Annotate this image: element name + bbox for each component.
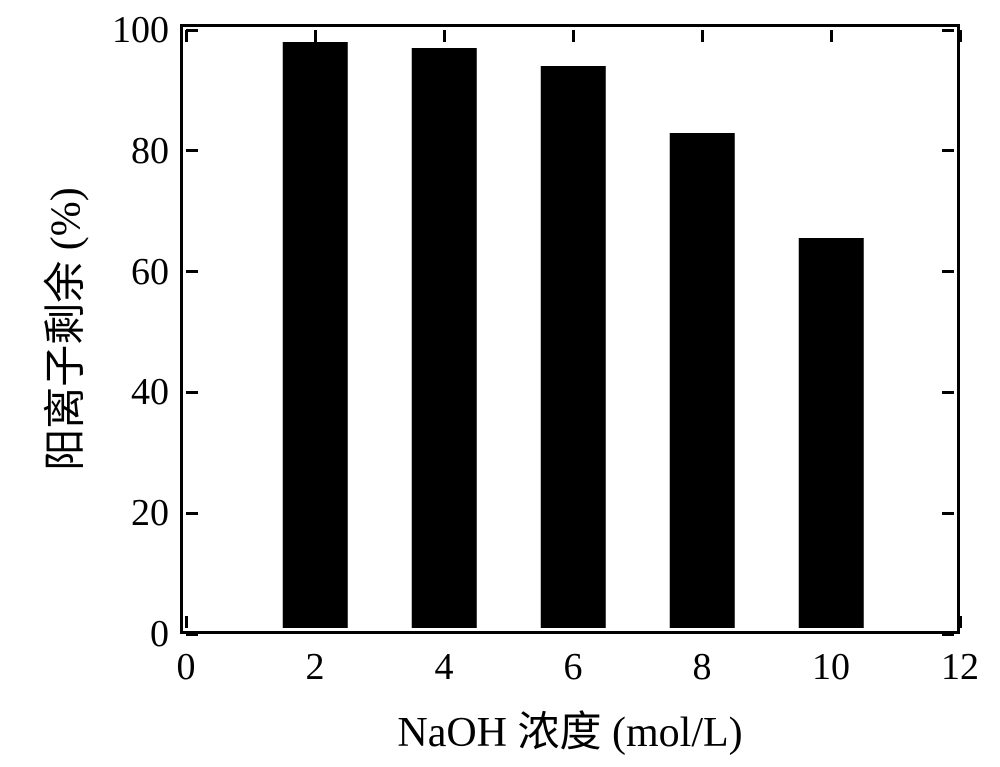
y-tick	[186, 270, 198, 273]
y-tick	[186, 391, 198, 394]
x-tick	[185, 30, 188, 42]
y-tick	[942, 29, 954, 32]
x-tick	[443, 30, 446, 42]
x-tick-label: 12	[941, 631, 979, 689]
y-tick	[942, 149, 954, 152]
y-tick	[942, 270, 954, 273]
y-tick-label: 60	[131, 250, 183, 294]
x-tick-label: 2	[306, 631, 325, 689]
y-tick-label: 40	[131, 370, 183, 414]
x-tick-label: 10	[812, 631, 850, 689]
y-tick-label: 0	[150, 612, 183, 656]
x-tick	[443, 616, 446, 628]
y-tick-label: 80	[131, 129, 183, 173]
y-tick-label: 20	[131, 491, 183, 535]
x-tick	[959, 30, 962, 42]
x-tick-label: 4	[435, 631, 454, 689]
x-tick	[959, 616, 962, 628]
x-tick	[314, 616, 317, 628]
y-tick	[186, 149, 198, 152]
y-axis-label: 阳离子剩余 (%)	[32, 187, 93, 470]
x-tick	[701, 30, 704, 42]
x-tick	[701, 616, 704, 628]
bar	[541, 66, 606, 628]
bar	[799, 238, 864, 628]
y-tick	[942, 512, 954, 515]
x-tick-label: 8	[693, 631, 712, 689]
x-tick	[572, 30, 575, 42]
y-tick	[186, 633, 198, 636]
bar-chart-figure: 024681012020406080100 阳离子剩余 (%) NaOH 浓度 …	[0, 0, 1000, 767]
x-tick	[572, 616, 575, 628]
y-tick	[186, 29, 198, 32]
bar	[283, 42, 348, 628]
plot-area: 024681012020406080100	[180, 24, 960, 634]
x-axis-label: NaOH 浓度 (mol/L)	[397, 698, 742, 759]
y-tick	[942, 391, 954, 394]
y-tick	[942, 633, 954, 636]
bar	[670, 133, 735, 628]
x-tick	[830, 30, 833, 42]
bar	[412, 48, 477, 628]
x-tick-label: 6	[564, 631, 583, 689]
x-tick	[185, 616, 188, 628]
y-tick	[186, 512, 198, 515]
y-tick-label: 100	[112, 8, 183, 52]
x-tick	[314, 30, 317, 42]
x-tick	[830, 616, 833, 628]
